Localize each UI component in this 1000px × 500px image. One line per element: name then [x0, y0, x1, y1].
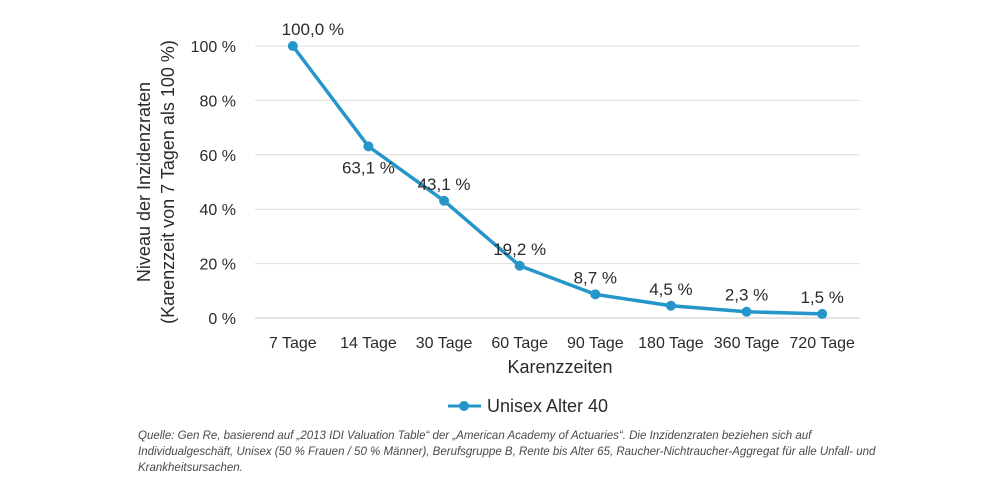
- y-tick-label: 80 %: [200, 93, 236, 110]
- x-axis-title: Karenzzeiten: [507, 357, 612, 377]
- x-tick-label: 720 Tage: [789, 335, 855, 352]
- data-label: 8,7 %: [574, 268, 617, 287]
- y-tick-label: 60 %: [200, 148, 236, 165]
- y-axis-title-line2: (Karenzzeit von 7 Tagen als 100 %): [158, 40, 178, 324]
- data-label: 1,5 %: [800, 288, 843, 307]
- x-tick-label: 14 Tage: [340, 335, 397, 352]
- x-tick-label: 30 Tage: [416, 335, 473, 352]
- data-label: 63,1 %: [342, 158, 395, 177]
- x-axis-ticks: 7 Tage 14 Tage 30 Tage 60 Tage 90 Tage 180 Ta…: [269, 335, 855, 352]
- y-axis-ticks: 0 % 20 % 40 % 60 % 80 % 100 %: [191, 39, 236, 328]
- x-tick-label: 180 Tage: [638, 335, 704, 352]
- data-labels: 100,0 % 63,1 % 43,1 % 19,2 % 8,7 % 4,5 % 2,3 %…: [282, 20, 844, 307]
- y-tick-label: 20 %: [200, 257, 236, 274]
- data-label: 4,5 %: [649, 280, 692, 299]
- legend-label: Unisex Alter 40: [487, 396, 608, 416]
- data-point: [363, 141, 374, 152]
- data-label: 2,3 %: [725, 286, 768, 305]
- data-point: [665, 300, 676, 311]
- data-label: 43,1 %: [418, 175, 471, 194]
- x-tick-label: 360 Tage: [714, 335, 780, 352]
- data-point: [514, 260, 525, 271]
- legend: Unisex Alter 40: [448, 396, 608, 416]
- x-tick-label: 60 Tage: [491, 335, 548, 352]
- legend-marker: [459, 401, 469, 411]
- data-point: [439, 195, 450, 206]
- data-point: [741, 306, 752, 317]
- gridlines: [255, 45, 860, 319]
- data-label: 19,2 %: [493, 240, 546, 259]
- series-group: [287, 41, 828, 319]
- data-label: 100,0 %: [282, 20, 344, 39]
- y-tick-label: 100 %: [191, 39, 236, 56]
- data-point: [287, 41, 298, 51]
- x-tick-label: 7 Tage: [269, 335, 317, 352]
- y-axis-title-line1: Niveau der Inzidenzraten: [134, 82, 154, 282]
- y-tick-label: 0 %: [208, 311, 236, 328]
- data-point: [590, 289, 601, 300]
- source-note: Quelle: Gen Re, basierend auf „2013 IDI …: [138, 430, 876, 474]
- series-line: [291, 44, 823, 316]
- line-chart: 0 % 20 % 40 % 60 % 80 % 100 % 7 Tage 14 Tage 30…: [134, 20, 860, 416]
- data-point: [817, 308, 828, 319]
- x-tick-label: 90 Tage: [567, 335, 624, 352]
- y-tick-label: 40 %: [200, 202, 236, 219]
